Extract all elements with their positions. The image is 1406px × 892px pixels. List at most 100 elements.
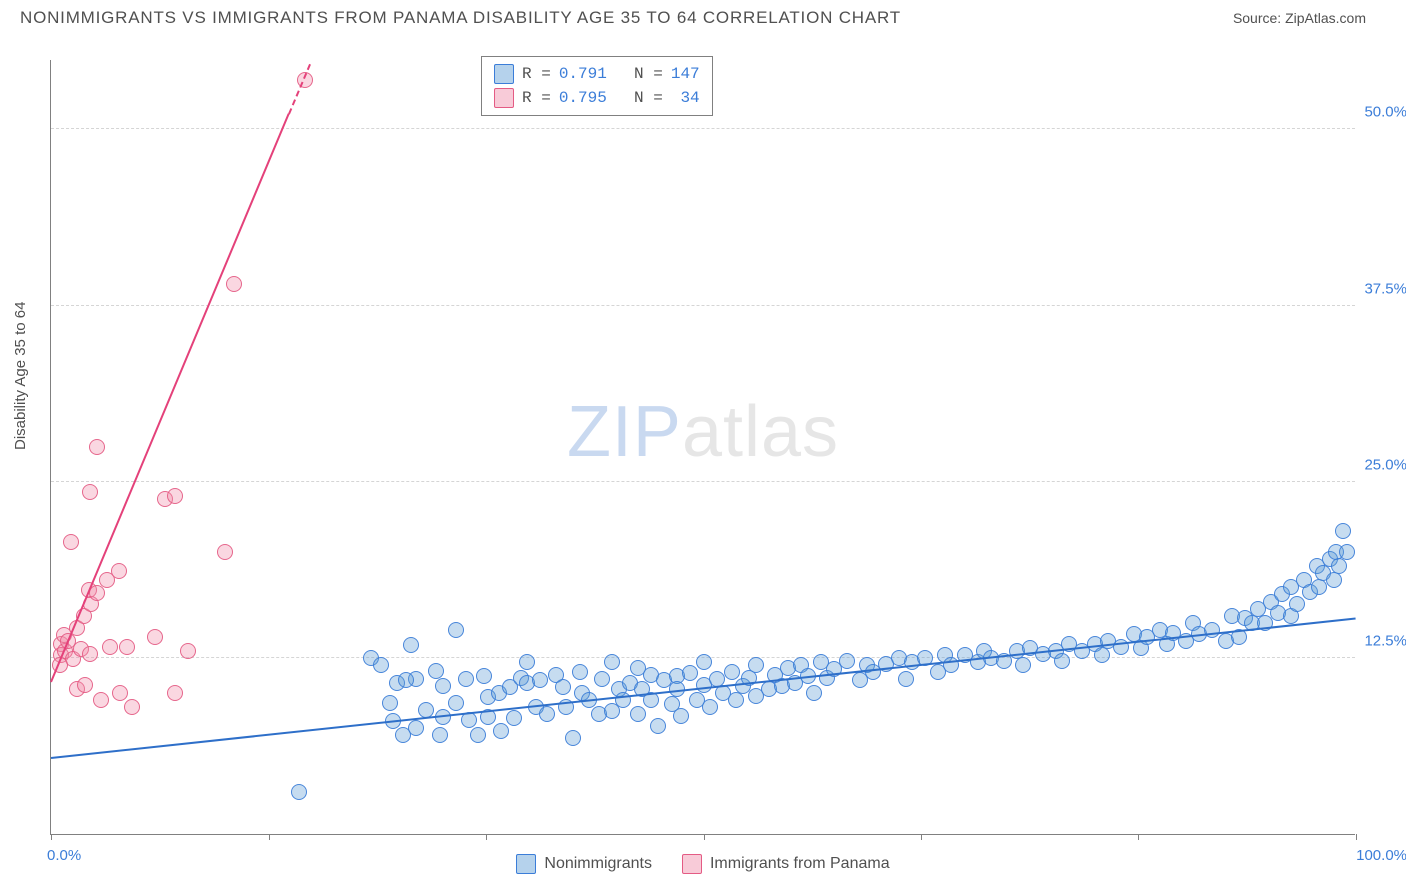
data-point-series-0 [428, 663, 444, 679]
data-point-series-0 [555, 679, 571, 695]
data-point-series-1 [89, 439, 105, 455]
data-point-series-0 [898, 671, 914, 687]
data-point-series-0 [539, 706, 555, 722]
data-point-series-0 [1326, 572, 1342, 588]
data-point-series-1 [112, 685, 128, 701]
data-point-series-0 [1339, 544, 1355, 560]
data-point-series-0 [1335, 523, 1351, 539]
data-point-series-0 [1015, 657, 1031, 673]
x-tick [51, 834, 52, 840]
legend-label-0: Nonimmigrants [544, 855, 652, 873]
source-label: Source: [1233, 10, 1285, 26]
data-point-series-0 [1331, 558, 1347, 574]
swatch-series-0 [516, 854, 536, 874]
data-point-series-0 [403, 637, 419, 653]
data-point-series-1 [226, 276, 242, 292]
x-tick [486, 834, 487, 840]
data-point-series-0 [448, 622, 464, 638]
data-point-series-0 [748, 657, 764, 673]
legend-n-label: N = [615, 86, 663, 110]
data-point-series-0 [532, 672, 548, 688]
data-point-series-0 [291, 784, 307, 800]
data-point-series-0 [630, 706, 646, 722]
data-point-series-0 [373, 657, 389, 673]
legend-r-value-1: 0.795 [559, 86, 607, 110]
data-point-series-0 [1094, 647, 1110, 663]
data-point-series-0 [476, 668, 492, 684]
legend-item-1: Immigrants from Panama [682, 854, 890, 874]
legend-item-0: Nonimmigrants [516, 854, 652, 874]
trend-line [50, 114, 289, 683]
legend-row-series-0: R = 0.791 N = 147 [494, 62, 700, 86]
data-point-series-0 [702, 699, 718, 715]
data-point-series-0 [565, 730, 581, 746]
legend-r-value-0: 0.791 [559, 62, 607, 86]
gridline [51, 128, 1355, 129]
data-point-series-1 [167, 488, 183, 504]
trend-line [51, 618, 1356, 759]
chart-area: Disability Age 35 to 64 ZIPatlas R = 0.7… [0, 40, 1406, 892]
data-point-series-0 [696, 654, 712, 670]
data-point-series-0 [398, 672, 414, 688]
x-tick [1356, 834, 1357, 840]
swatch-series-0 [494, 64, 514, 84]
y-tick-label: 12.5% [1364, 632, 1406, 649]
watermark-part1: ZIP [567, 392, 682, 472]
data-point-series-1 [119, 639, 135, 655]
data-point-series-0 [1289, 596, 1305, 612]
data-point-series-0 [728, 692, 744, 708]
x-tick [1138, 834, 1139, 840]
x-min-label: 0.0% [47, 847, 81, 864]
swatch-series-1 [682, 854, 702, 874]
data-point-series-0 [448, 695, 464, 711]
scatter-plot: ZIPatlas R = 0.791 N = 147 R = 0.795 N =… [50, 60, 1355, 835]
gridline [51, 481, 1355, 482]
chart-source: Source: ZipAtlas.com [1233, 10, 1366, 26]
data-point-series-1 [124, 699, 140, 715]
legend-label-1: Immigrants from Panama [710, 855, 890, 873]
data-point-series-1 [82, 484, 98, 500]
data-point-series-0 [432, 727, 448, 743]
data-point-series-0 [493, 723, 509, 739]
data-point-series-1 [180, 643, 196, 659]
data-point-series-1 [147, 629, 163, 645]
y-tick-label: 37.5% [1364, 280, 1406, 297]
data-point-series-0 [506, 710, 522, 726]
data-point-series-0 [724, 664, 740, 680]
legend-r-label: R = [522, 62, 551, 86]
data-point-series-0 [839, 653, 855, 669]
trend-line [288, 65, 311, 115]
data-point-series-1 [77, 677, 93, 693]
y-tick-label: 25.0% [1364, 456, 1406, 473]
data-point-series-0 [519, 654, 535, 670]
data-point-series-1 [63, 534, 79, 550]
x-tick [704, 834, 705, 840]
data-point-series-0 [470, 727, 486, 743]
data-point-series-0 [382, 695, 398, 711]
watermark: ZIPatlas [567, 391, 839, 473]
y-tick-label: 50.0% [1364, 104, 1406, 121]
x-tick [921, 834, 922, 840]
data-point-series-1 [217, 544, 233, 560]
data-point-series-0 [806, 685, 822, 701]
y-axis-label: Disability Age 35 to 64 [12, 302, 29, 450]
chart-header: NONIMMIGRANTS VS IMMIGRANTS FROM PANAMA … [0, 0, 1406, 34]
gridline [51, 305, 1355, 306]
legend-row-series-1: R = 0.795 N = 34 [494, 86, 700, 110]
x-max-label: 100.0% [1356, 847, 1406, 864]
data-point-series-0 [594, 671, 610, 687]
correlation-legend: R = 0.791 N = 147 R = 0.795 N = 34 [481, 56, 713, 116]
data-point-series-1 [82, 646, 98, 662]
legend-n-value-0: 147 [671, 62, 700, 86]
legend-r-label: R = [522, 86, 551, 110]
legend-n-label: N = [615, 62, 663, 86]
data-point-series-0 [650, 718, 666, 734]
data-point-series-0 [458, 671, 474, 687]
data-point-series-0 [604, 654, 620, 670]
data-point-series-1 [111, 563, 127, 579]
data-point-series-1 [102, 639, 118, 655]
series-legend: Nonimmigrants Immigrants from Panama [51, 854, 1355, 874]
data-point-series-1 [167, 685, 183, 701]
data-point-series-1 [93, 692, 109, 708]
swatch-series-1 [494, 88, 514, 108]
